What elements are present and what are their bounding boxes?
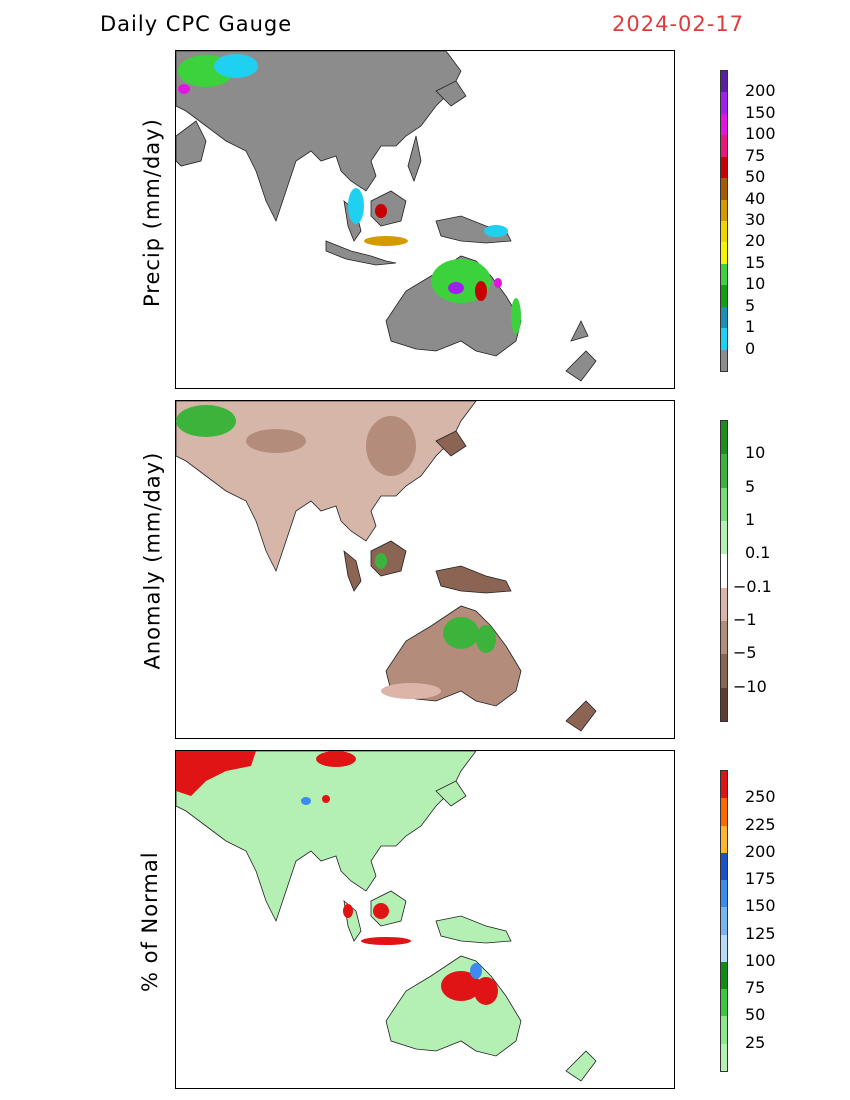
colorbar-tick-label: 100 <box>745 124 776 144</box>
colorbar-tick-label: 10 <box>745 443 766 463</box>
colorbar-segment <box>721 654 727 689</box>
colorbar-tick-label: 1 <box>745 317 756 337</box>
colorbar-segment <box>721 934 727 963</box>
precip-axis-label: Precip (mm/day) <box>140 118 164 307</box>
colorbar-tick-label: 5 <box>745 295 756 315</box>
precip-map-panel <box>175 50 675 389</box>
colorbar-segment <box>721 587 727 622</box>
colorbar-tick-label: 25 <box>745 1032 766 1052</box>
anomaly-map-panel <box>175 400 675 739</box>
colorbar-tick-label: −0.1 <box>733 576 772 596</box>
colorbar-segment <box>721 328 727 351</box>
colorbar-segment <box>721 852 727 881</box>
colorbar-segment <box>721 1016 727 1045</box>
colorbar-segment <box>721 92 727 115</box>
colorbar-segment <box>721 880 727 908</box>
colorbar-segment <box>721 521 727 555</box>
colorbar-tick-label: 10 <box>745 274 766 294</box>
colorbar-segment <box>721 687 727 722</box>
percent-normal-colorbar <box>720 770 728 1072</box>
colorbar-segment <box>721 285 727 308</box>
colorbar-tick-label: 20 <box>745 231 766 251</box>
colorbar-tick-label: −1 <box>733 610 757 629</box>
colorbar-tick-label: 30 <box>745 210 766 229</box>
colorbar-segment <box>721 349 727 372</box>
colorbar-tick-label: 40 <box>745 188 766 208</box>
colorbar-tick-label: 5 <box>745 476 756 496</box>
colorbar-segment <box>721 421 727 455</box>
colorbar-tick-label: 125 <box>745 923 776 943</box>
colorbar-segment <box>721 135 727 158</box>
colorbar-tick-label: 150 <box>745 896 776 916</box>
colorbar-tick-label: 0.1 <box>745 543 771 563</box>
colorbar-tick-label: 225 <box>745 814 776 834</box>
colorbar-segment <box>721 156 727 179</box>
colorbar-segment <box>721 178 727 201</box>
colorbar-segment <box>721 621 727 655</box>
colorbar-tick-label: 75 <box>745 978 766 998</box>
colorbar-segment <box>721 771 727 799</box>
colorbar-tick-label: 200 <box>745 841 776 861</box>
colorbar-tick-label: −10 <box>733 676 767 696</box>
colorbar-segment <box>721 487 727 522</box>
colorbar-tick-label: 150 <box>745 102 776 122</box>
colorbar-tick-label: 15 <box>745 252 766 272</box>
colorbar-tick-label: 50 <box>745 167 766 187</box>
colorbar-segment <box>721 554 727 589</box>
precip-map <box>176 51 597 382</box>
colorbar-segment <box>721 71 727 93</box>
colorbar-segment <box>721 907 727 936</box>
colorbar-segment <box>721 798 727 827</box>
colorbar-segment <box>721 961 727 990</box>
map-title: Daily CPC Gauge <box>100 12 293 36</box>
colorbar-tick-label: 50 <box>745 1005 766 1025</box>
colorbar-segment <box>721 113 727 136</box>
precip-colorbar <box>720 70 728 372</box>
colorbar-segment <box>721 221 727 243</box>
anomaly-axis-label: Anomaly (mm/day) <box>140 451 165 670</box>
colorbar-tick-label: 75 <box>745 145 766 165</box>
colorbar-tick-label: 100 <box>745 950 776 970</box>
colorbar-segment <box>721 306 727 329</box>
percent-normal-map <box>176 751 597 1082</box>
colorbar-segment <box>721 199 727 222</box>
colorbar-segment <box>721 1043 727 1072</box>
colorbar-tick-label: 175 <box>745 869 776 889</box>
colorbar-tick-label: 0 <box>745 338 756 358</box>
colorbar-tick-label: 1 <box>745 510 756 529</box>
date-label: 2024-02-17 <box>612 12 745 36</box>
anomaly-map <box>176 401 597 732</box>
anomaly-colorbar <box>720 420 728 722</box>
colorbar-segment <box>721 242 727 265</box>
colorbar-segment <box>721 454 727 489</box>
colorbar-segment <box>721 825 727 854</box>
percent-normal-map-panel <box>175 750 675 1089</box>
colorbar-segment <box>721 989 727 1017</box>
percent-normal-axis-label: % of Normal <box>138 851 162 992</box>
colorbar-tick-label: −5 <box>733 643 757 663</box>
colorbar-tick-label: 200 <box>745 81 776 101</box>
colorbar-segment <box>721 263 727 286</box>
colorbar-tick-label: 250 <box>745 787 776 807</box>
